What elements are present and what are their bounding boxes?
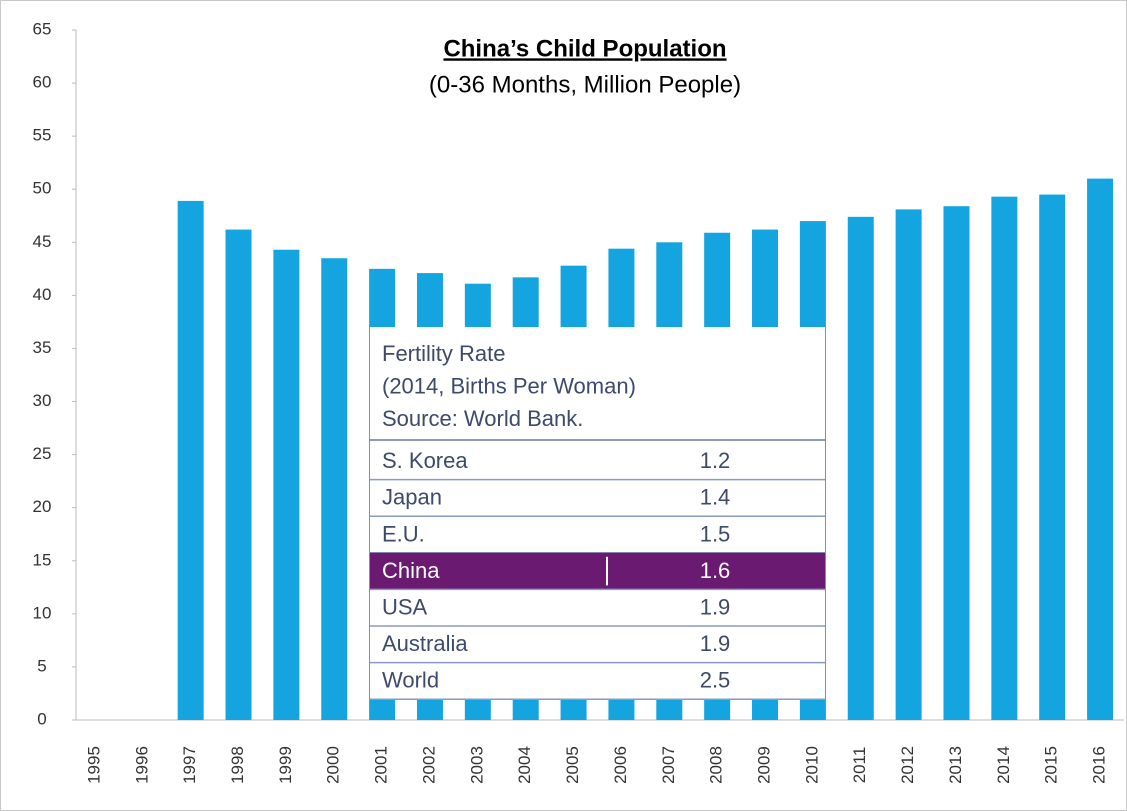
table-country: E.U. (382, 521, 425, 546)
y-tick-label: 20 (33, 497, 52, 516)
y-tick-label: 45 (33, 232, 52, 251)
table-country: China (382, 558, 440, 583)
table-value: 1.2 (700, 448, 731, 473)
bar (943, 206, 970, 720)
table-value: 1.4 (700, 485, 731, 510)
table-country: Australia (382, 631, 468, 656)
table-title: Source: World Bank. (382, 406, 583, 431)
y-tick-label: 35 (33, 338, 52, 357)
chart-subtitle: (0-36 Months, Million People) (429, 71, 741, 98)
highlight-row (370, 552, 825, 590)
y-tick-label: 5 (37, 656, 46, 675)
x-tick-label: 1996 (132, 746, 151, 784)
y-tick-label: 10 (33, 603, 52, 622)
x-tick-label: 2008 (707, 746, 726, 784)
table-value: 1.6 (700, 558, 731, 583)
table-background (370, 327, 825, 699)
bar (991, 196, 1018, 720)
x-tick-label: 2010 (802, 746, 821, 784)
x-tick-label: 2009 (755, 746, 774, 784)
x-tick-label: 2015 (1042, 746, 1061, 784)
y-tick-label: 0 (37, 709, 46, 728)
table-country: Japan (382, 485, 442, 510)
y-tick-label: 60 (33, 73, 52, 92)
table-value: 1.9 (700, 595, 731, 620)
y-tick-label: 15 (33, 550, 52, 569)
bar (847, 216, 874, 721)
x-tick-label: 2000 (324, 746, 343, 784)
bar (1039, 194, 1066, 721)
x-tick-label: 2012 (898, 746, 917, 784)
table-value: 1.9 (700, 631, 731, 656)
x-tick-label: 2014 (994, 746, 1013, 784)
x-tick-label: 1999 (276, 746, 295, 784)
table-value: 1.5 (700, 521, 731, 546)
table-title: (2014, Births Per Woman) (382, 373, 636, 398)
table-country: USA (382, 595, 428, 620)
bar (321, 258, 348, 720)
bar (225, 229, 252, 721)
x-tick-label: 2011 (850, 747, 869, 784)
y-tick-label: 30 (33, 391, 52, 410)
x-tick-label: 1995 (84, 746, 103, 784)
bar (273, 249, 300, 720)
bar (1087, 178, 1114, 721)
x-tick-label: 2003 (467, 746, 486, 784)
y-tick-label: 65 (33, 19, 52, 38)
x-tick-label: 2007 (659, 746, 678, 784)
x-tick-label: 2005 (563, 746, 582, 784)
x-tick-label: 2016 (1090, 746, 1109, 784)
x-tick-label: 1998 (228, 746, 247, 784)
table-country: S. Korea (382, 448, 468, 473)
table-value: 2.5 (700, 668, 731, 693)
bar (895, 209, 922, 720)
x-tick-label: 1997 (180, 746, 199, 784)
x-tick-label: 2001 (372, 746, 391, 784)
chart-title: China’s Child Population (443, 35, 726, 62)
x-tick-label: 2013 (946, 746, 965, 784)
table-country: World (382, 668, 439, 693)
x-tick-label: 2006 (611, 746, 630, 784)
y-tick-label: 40 (33, 285, 52, 304)
y-tick-label: 55 (33, 126, 52, 145)
y-tick-label: 50 (33, 179, 52, 198)
x-tick-label: 2002 (419, 746, 438, 784)
x-tick-label: 2004 (515, 746, 534, 784)
y-tick-label: 25 (33, 444, 52, 463)
bar (177, 200, 204, 720)
table-title: Fertility Rate (382, 341, 505, 366)
